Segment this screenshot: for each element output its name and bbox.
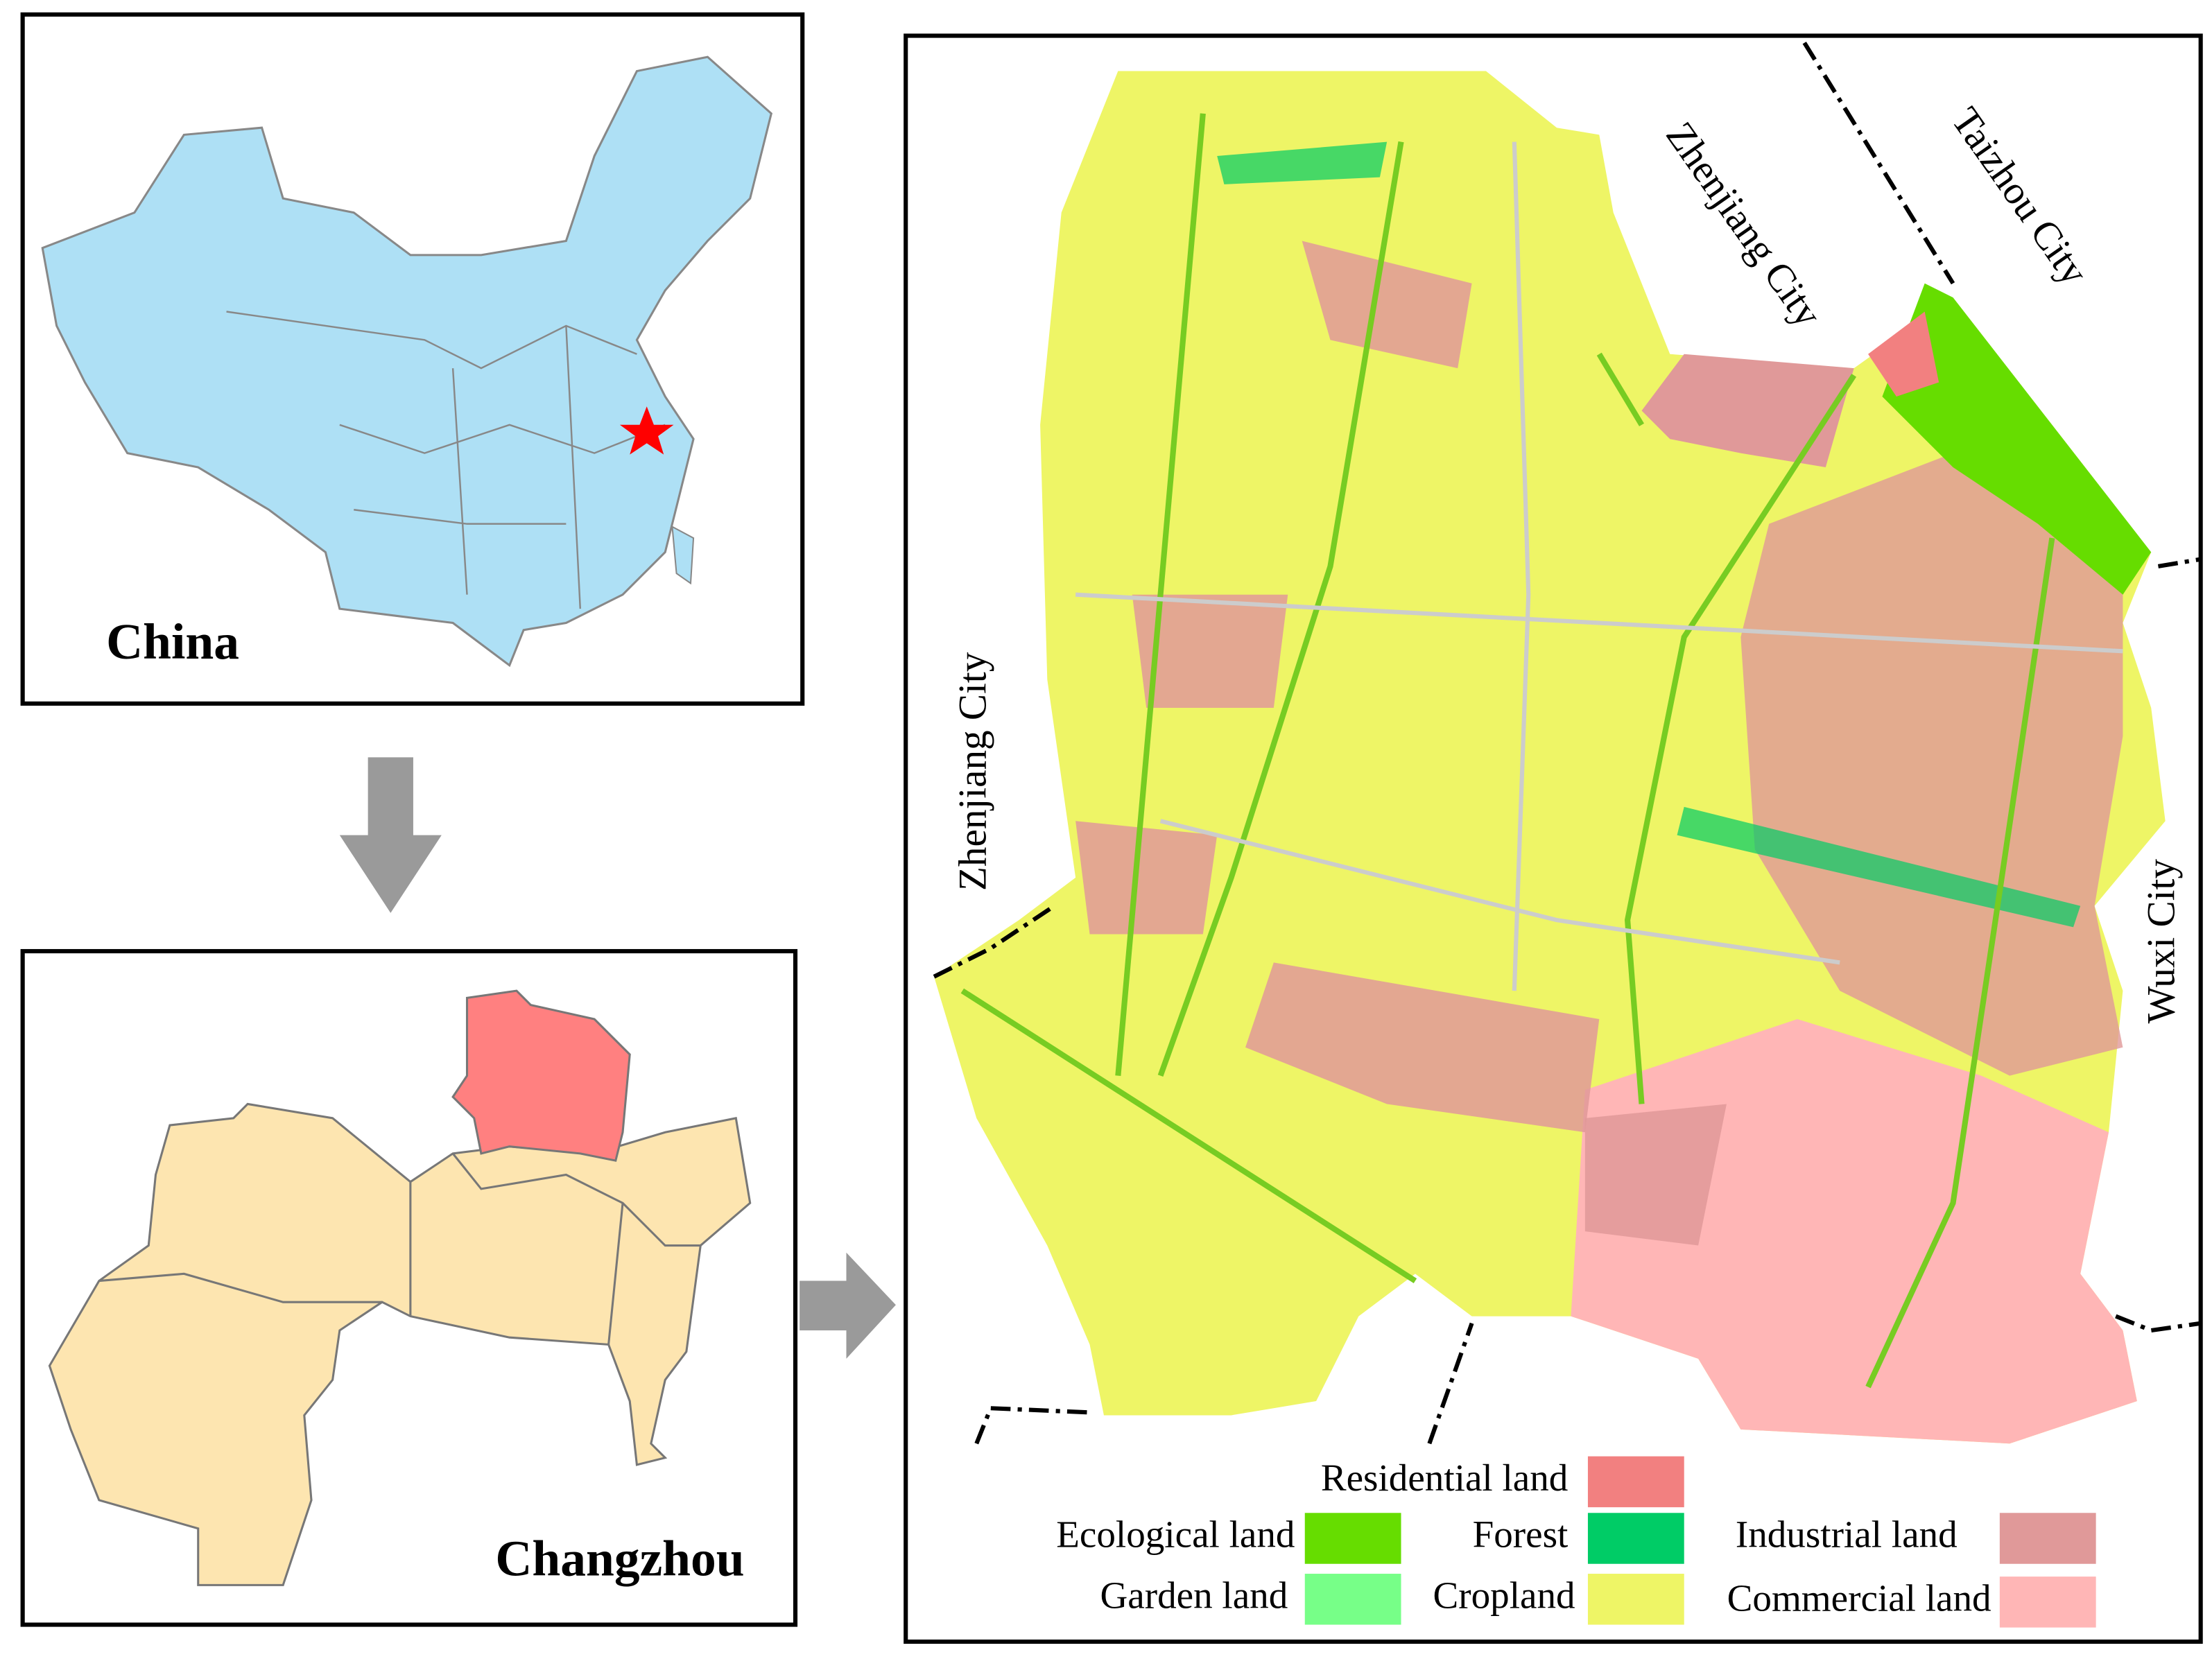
legend-label: Cropland: [1433, 1574, 1575, 1616]
legend-label: Industrial land: [1736, 1513, 1958, 1556]
district-borders: [98, 1152, 701, 1345]
legend-label: Forest: [1473, 1513, 1569, 1556]
roads: [1075, 141, 2123, 991]
legend-swatch: [1587, 1574, 1684, 1625]
arrow-right: [800, 1252, 896, 1359]
legend-label: Garden land: [1100, 1574, 1288, 1616]
city-label: Zhenjiang City: [951, 652, 994, 891]
legend-label: Residential land: [1321, 1457, 1568, 1499]
study-area: [451, 989, 631, 1162]
legend-label: Ecological land: [1056, 1513, 1295, 1556]
industrial-area: [1641, 354, 1854, 468]
city-label: Wuxi City: [2140, 859, 2184, 1024]
location-star: [619, 406, 674, 455]
forest-area: [1677, 806, 2081, 928]
taiwan: [671, 525, 695, 585]
china-map: [41, 55, 773, 668]
industrial-area: [1245, 962, 1600, 1133]
roads: [960, 113, 2055, 1389]
legend-swatch: [1999, 1577, 2096, 1628]
legend-label: Commercial land: [1727, 1577, 1991, 1619]
legend-swatch: [1587, 1456, 1684, 1508]
legend-swatch: [1587, 1513, 1684, 1564]
legend-swatch: [1304, 1513, 1401, 1564]
panel-label: China: [106, 614, 239, 670]
province-borders: [226, 311, 666, 609]
ecological-area: [1882, 283, 2152, 595]
industrial-area: [1075, 241, 1727, 1246]
residential-area: [1868, 311, 1939, 397]
arrow-down: [339, 757, 442, 913]
legend-swatch: [1304, 1574, 1401, 1625]
legend-swatch: [1999, 1513, 2096, 1564]
panel-label: Changzhou: [495, 1531, 744, 1587]
industrial-area: [1740, 453, 2123, 1076]
forest-area: [1217, 141, 1388, 184]
